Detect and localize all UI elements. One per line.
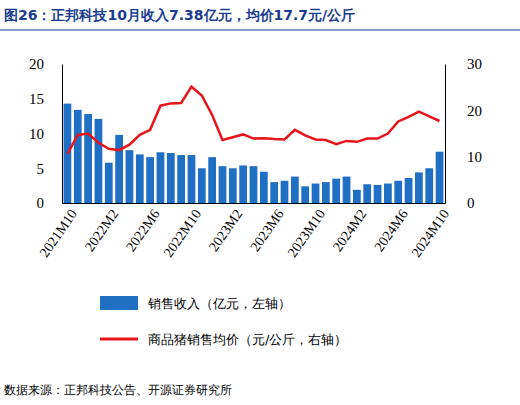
tick-label: 2023M2 — [206, 207, 246, 254]
tick-label: 2021M10 — [37, 207, 81, 260]
tick: 20 — [445, 103, 482, 119]
tick-label: 2022M10 — [161, 207, 205, 260]
bar — [177, 155, 185, 203]
bar — [291, 177, 299, 203]
axis-line — [63, 203, 446, 204]
tick: 0 — [37, 195, 63, 211]
y2-axis: 0 10 20 30 — [445, 56, 482, 211]
tick: 2022M6 — [123, 203, 163, 254]
bar — [363, 184, 371, 203]
legend: 销售收入（亿元，左轴） 商品猪销售均价（元/公斤，右轴） — [100, 296, 347, 347]
tick: 2022M10 — [161, 203, 205, 260]
bar — [436, 152, 444, 203]
tick: 2022M2 — [82, 203, 122, 254]
tick: 2023M6 — [247, 203, 287, 254]
bar — [353, 190, 361, 203]
axis-line — [62, 65, 63, 204]
bar — [74, 110, 82, 203]
tick-label: 2023M10 — [285, 207, 329, 260]
bar — [415, 172, 423, 203]
bar — [105, 163, 113, 203]
tick-label: 15 — [29, 91, 44, 107]
tick-label: 20 — [29, 56, 44, 72]
tick-label: 2024M10 — [409, 207, 453, 260]
bar — [332, 179, 340, 203]
legend-label: 销售收入（亿元，左轴） — [147, 296, 291, 311]
tick-label: 5 — [37, 161, 45, 177]
title: 图26：正邦科技10月收入7.38亿元，均价17.7元/公斤 — [4, 7, 355, 23]
x-axis: 2021M102022M22022M62022M102023M22023M620… — [37, 203, 453, 260]
bar — [208, 157, 216, 203]
legend-swatch — [100, 338, 138, 341]
tick: 0 — [445, 195, 475, 211]
bar — [229, 168, 237, 203]
legend-swatch — [100, 296, 138, 310]
bar — [84, 114, 92, 203]
bar — [322, 182, 330, 203]
tick-label: 2024M2 — [330, 207, 370, 254]
tick: 20 — [29, 56, 62, 72]
tick-label: 2022M2 — [82, 207, 122, 254]
legend-label: 商品猪销售均价（元/公斤，右轴） — [148, 332, 347, 347]
bar — [270, 182, 278, 203]
bar — [239, 165, 247, 203]
tick: 15 — [29, 91, 62, 107]
bar — [115, 135, 123, 203]
bar — [405, 178, 413, 203]
bar — [157, 152, 165, 203]
bar — [136, 154, 144, 203]
bar — [394, 181, 402, 203]
tick: 2024M10 — [409, 203, 453, 260]
bar — [281, 181, 289, 203]
bar — [146, 157, 154, 203]
marks — [64, 87, 444, 203]
bar — [301, 186, 309, 203]
bar — [95, 119, 103, 203]
tick: 2023M2 — [206, 203, 246, 254]
bar — [126, 150, 134, 203]
bar — [312, 184, 320, 203]
tick: 5 — [37, 161, 63, 177]
bar — [167, 153, 175, 203]
y-axis: 0 5 10 15 20 — [29, 56, 63, 211]
tick: 2024M6 — [371, 203, 411, 254]
tick: 2023M10 — [285, 203, 329, 260]
bar — [188, 155, 196, 203]
bar — [260, 172, 268, 203]
tick: 2021M10 — [37, 203, 81, 260]
title-rule — [0, 30, 520, 31]
bar — [374, 185, 382, 203]
tick-label: 10 — [467, 149, 482, 165]
tick-label: 10 — [29, 126, 44, 142]
line — [67, 87, 439, 154]
tick: 30 — [445, 56, 482, 72]
bar — [250, 166, 258, 203]
bar — [343, 177, 351, 203]
axis-line — [445, 65, 446, 204]
tick-label: 0 — [37, 195, 45, 211]
tick-label: 0 — [467, 195, 475, 211]
tick: 10 — [445, 149, 482, 165]
tick-label: 20 — [467, 103, 482, 119]
tick-label: 2024M6 — [371, 207, 411, 254]
bar — [384, 184, 392, 203]
tick-label: 2022M6 — [123, 207, 163, 254]
tick-label: 30 — [467, 56, 482, 72]
source: 数据来源：正邦科技公告、开源证券研究所 — [4, 383, 232, 397]
bar — [198, 168, 206, 203]
tick-label: 2023M6 — [247, 207, 287, 254]
bar — [425, 168, 433, 203]
chart: 图26：正邦科技10月收入7.38亿元，均价17.7元/公斤 0 5 10 15 20 0 1… — [0, 0, 520, 405]
tick: 10 — [29, 126, 62, 142]
tick: 2024M2 — [330, 203, 370, 254]
bar — [219, 166, 227, 203]
